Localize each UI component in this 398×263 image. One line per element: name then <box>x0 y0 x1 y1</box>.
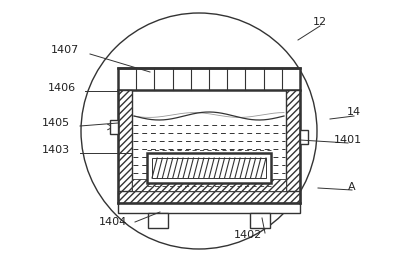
Bar <box>110 120 118 134</box>
Text: A: A <box>348 182 356 192</box>
Text: 1403: 1403 <box>42 145 70 155</box>
Bar <box>148 213 168 228</box>
Text: 1401: 1401 <box>334 135 362 145</box>
Bar <box>300 130 308 144</box>
Bar <box>152 158 266 178</box>
Bar <box>118 90 132 203</box>
Bar <box>132 179 286 191</box>
Bar <box>250 213 270 228</box>
Bar <box>147 153 271 183</box>
Bar <box>118 191 300 203</box>
Text: 1407: 1407 <box>51 45 79 55</box>
Text: 12: 12 <box>313 17 327 27</box>
Text: 1402: 1402 <box>234 230 262 240</box>
Text: 1404: 1404 <box>99 217 127 227</box>
Bar <box>132 90 286 191</box>
Bar <box>118 68 300 90</box>
Bar <box>118 203 300 213</box>
Text: 1406: 1406 <box>48 83 76 93</box>
Text: 14: 14 <box>347 107 361 117</box>
Text: 1405: 1405 <box>42 118 70 128</box>
Bar <box>286 90 300 203</box>
